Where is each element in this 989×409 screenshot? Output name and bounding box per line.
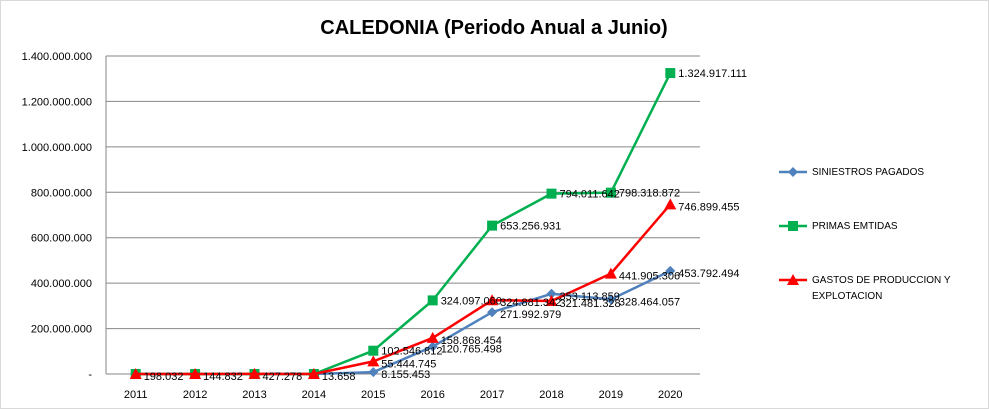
data-label: 353.113.859: [560, 291, 620, 303]
data-label: 746.899.455: [678, 201, 739, 213]
x-tick-label: 2012: [183, 389, 207, 401]
y-tick-label: 800.000.000: [31, 187, 92, 199]
data-label: 798.318.872: [619, 188, 680, 200]
triangle-marker: [189, 367, 202, 379]
data-label: 271.992.979: [500, 309, 561, 321]
x-tick-label: 2013: [242, 389, 266, 401]
triangle-marker: [604, 267, 617, 279]
data-label: 441.905.306: [619, 271, 680, 283]
x-tick-label: 2017: [480, 389, 504, 401]
x-tick-label: 2016: [420, 389, 444, 401]
data-label: 328.464.057: [619, 296, 680, 308]
square-marker: [605, 187, 616, 198]
series-square: [130, 68, 676, 379]
y-tick-label: 1.400.000.000: [22, 51, 92, 63]
x-tick-label: 2019: [599, 389, 623, 401]
data-label: 102.546.812: [381, 346, 442, 358]
diamond-marker: [665, 265, 676, 276]
diamond-marker: [546, 288, 557, 299]
square-marker: [368, 345, 379, 356]
triangle-marker: [426, 331, 439, 343]
chart-title: CALEDONIA (Periodo Anual a Junio): [320, 17, 667, 39]
y-tick-label: 400.000.000: [31, 278, 92, 290]
diamond-marker: [788, 167, 798, 177]
data-label: 8.155.453: [381, 369, 430, 381]
legend-label: EXPLOTACION: [812, 291, 882, 302]
legend-item: SINIESTROS PAGADOS: [779, 167, 924, 178]
data-label: 1.324.917.111: [678, 68, 747, 80]
diamond-marker: [368, 367, 379, 378]
diamond-marker: [427, 341, 438, 352]
triangle-marker: [248, 367, 261, 379]
data-label: 653.256.931: [500, 221, 561, 233]
diamond-marker: [605, 294, 616, 305]
legend-item: PRIMAS EMTIDAS: [779, 221, 898, 232]
x-tick-label: 2018: [539, 389, 563, 401]
legend-label: SINIESTROS PAGADOS: [812, 167, 924, 178]
triangle-marker: [367, 355, 380, 367]
data-label: 794.011.642: [560, 189, 620, 201]
y-tick-label: 600.000.000: [31, 233, 92, 245]
data-label: 324.097.060: [441, 295, 502, 307]
y-tick-label: -: [88, 369, 92, 381]
triangle-marker: [787, 274, 799, 285]
series-triangle: [129, 198, 677, 379]
square-marker: [546, 188, 557, 199]
data-label: 55.444.745: [381, 358, 436, 370]
square-marker: [665, 68, 676, 79]
axes: - 200.000.000 400.000.000 600.000.000 800.00…: [22, 51, 700, 401]
data-label: 321.481.328: [560, 298, 621, 310]
y-tick-label: 1.200.000.000: [22, 96, 92, 108]
series-line: [135, 203, 672, 376]
square-marker: [487, 220, 498, 231]
triangle-marker: [664, 198, 677, 210]
x-tick-label: 2011: [124, 389, 148, 401]
diamond-marker: [487, 307, 498, 318]
x-tick-label: 2015: [361, 389, 385, 401]
y-tick-label: 1.000.000.000: [22, 142, 92, 154]
data-label: 324.881.342: [500, 297, 561, 309]
legend: SINIESTROS PAGADOS PRIMAS EMTIDAS GASTOS D…: [779, 167, 951, 302]
legend-label: PRIMAS EMTIDAS: [812, 221, 898, 232]
series-group: [129, 68, 677, 379]
data-label: 427.278: [263, 371, 303, 383]
data-label: 198.032: [144, 371, 184, 383]
data-label: 13.658: [322, 371, 356, 383]
y-tick-label: 200.000.000: [31, 324, 92, 336]
triangle-marker: [307, 367, 320, 379]
triangle-marker: [545, 294, 558, 306]
data-label: 158.868.454: [441, 335, 502, 347]
legend-item: GASTOS DE PRODUCCION Y EXPLOTACION: [779, 274, 951, 302]
triangle-marker: [486, 294, 499, 306]
x-tick-label: 2020: [658, 389, 682, 401]
triangle-marker: [129, 367, 142, 379]
legend-label: GASTOS DE PRODUCCION Y: [812, 275, 951, 286]
data-label: 120.765.498: [441, 344, 502, 356]
data-label: 453.792.494: [678, 268, 739, 280]
square-marker: [427, 295, 438, 306]
square-marker: [788, 221, 798, 231]
gridlines: [106, 55, 700, 330]
data-labels: 8.155.453 120.765.498 271.992.979 353.113.8…: [144, 68, 747, 383]
x-tick-label: 2014: [302, 389, 326, 401]
data-label: 144.832: [203, 371, 243, 383]
